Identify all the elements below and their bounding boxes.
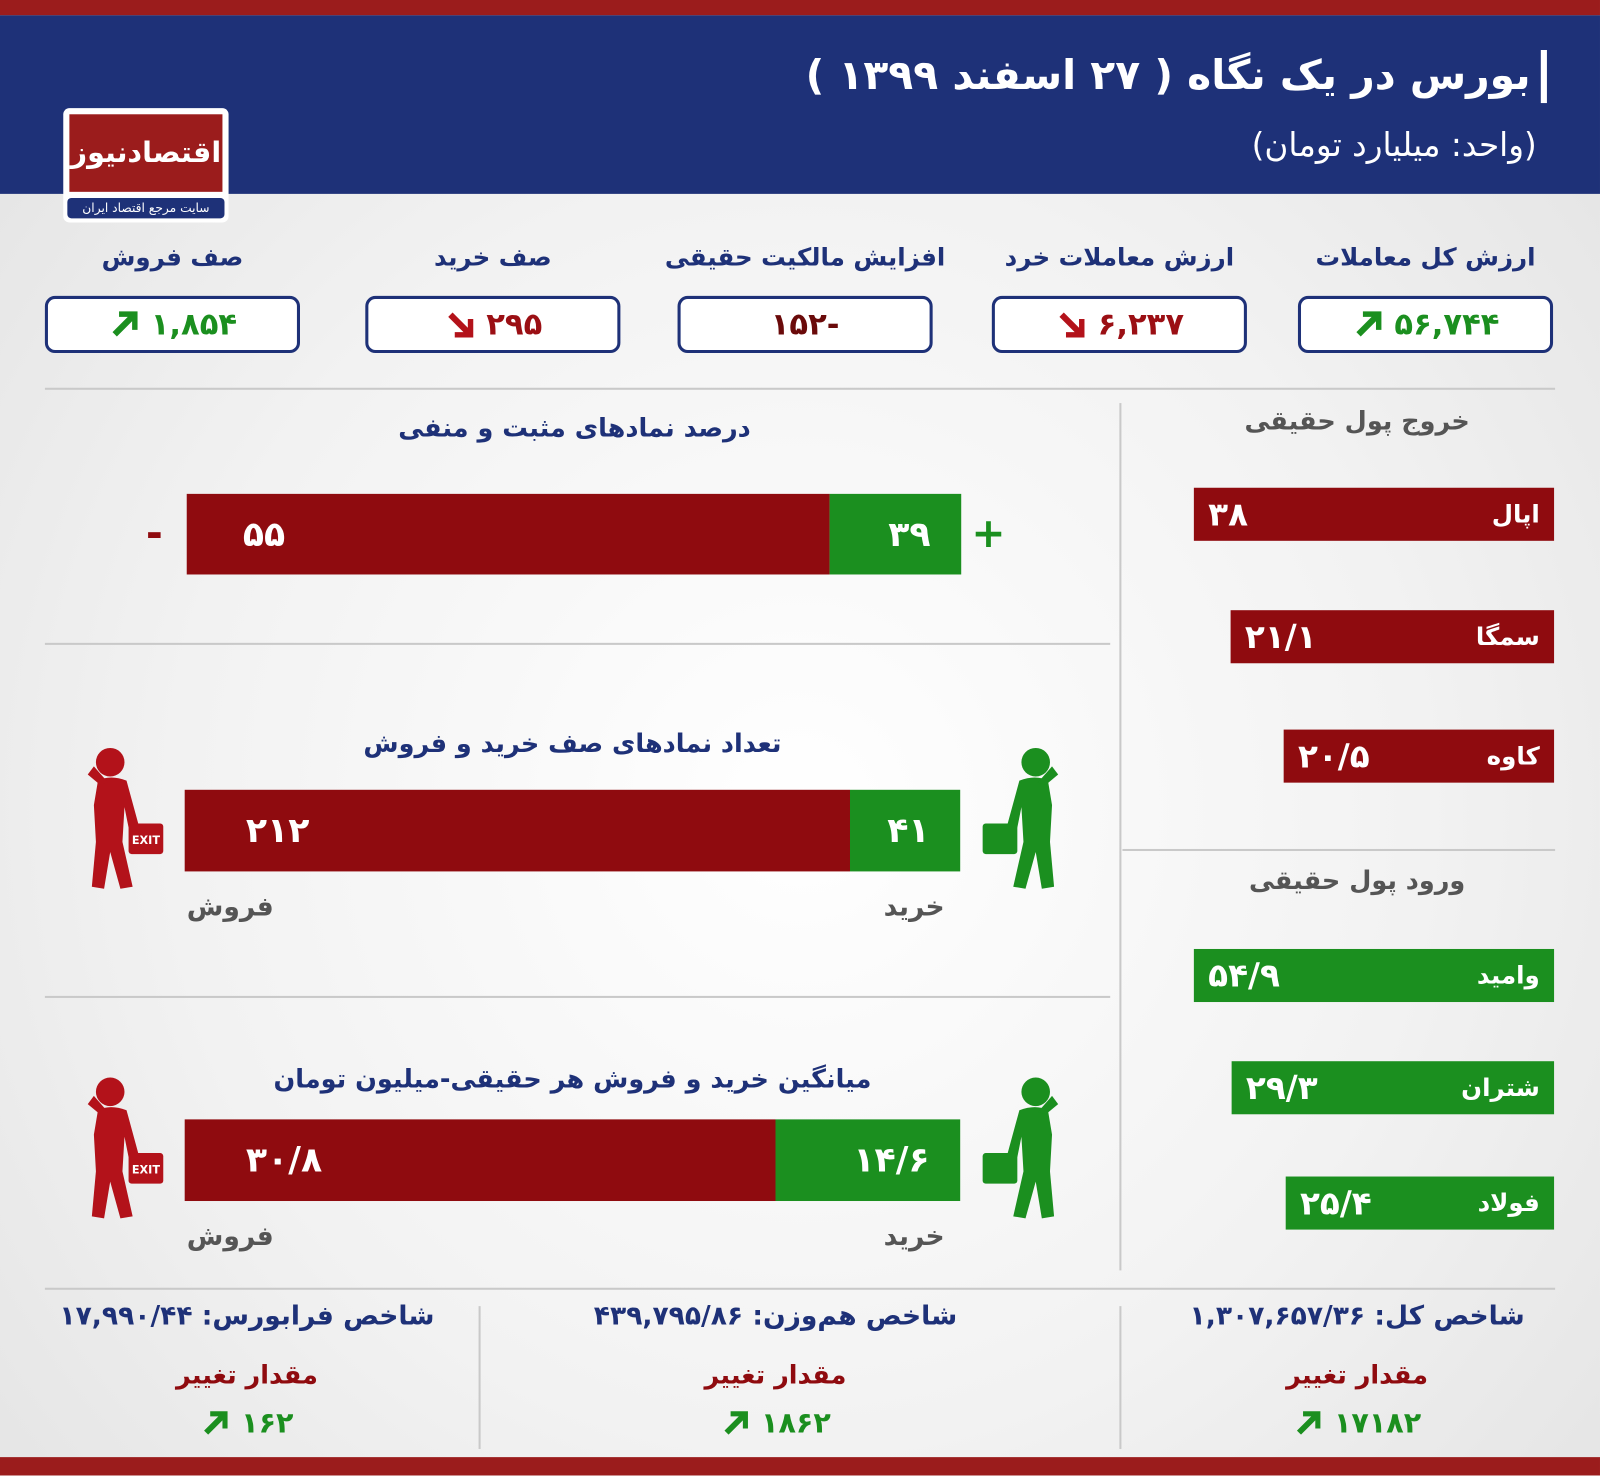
kpi-label: ارزش معاملات خرد xyxy=(1004,242,1235,272)
section-title: ورود پول حقیقی xyxy=(1248,865,1466,895)
section-title: درصد نمادهای مثبت و منفی xyxy=(398,413,751,443)
symbol: اپال xyxy=(1491,499,1540,529)
change-label: مقدار تغییر xyxy=(1286,1360,1429,1390)
change-label: مقدار تغییر xyxy=(704,1360,847,1390)
kpi-box: ۵۶,۷۴۴ xyxy=(1297,295,1554,354)
bar-negative: ۵۵ xyxy=(186,493,830,575)
amount: ۲۹/۳ xyxy=(1245,1068,1318,1108)
seller-icon: EXIT xyxy=(87,1077,164,1219)
index-label: شاخص هم‌وزن: xyxy=(752,1301,958,1332)
section-title: میانگین خرید و فروش هر حقیقی-میلیون توما… xyxy=(273,1064,872,1094)
money-bar: فولاد ۲۵/۴ xyxy=(1285,1176,1555,1230)
kpi-box: ۱,۸۵۴ xyxy=(44,295,300,354)
trend-arrow xyxy=(1355,311,1381,337)
divider xyxy=(1119,1306,1122,1449)
amount: ۲۰/۵ xyxy=(1297,736,1370,776)
kpi-value: ۲۹۵ xyxy=(486,306,543,343)
index-row: شاخص هم‌وزن: ۴۳۹,۷۹۵/۸۶ xyxy=(469,1301,1081,1332)
symbol: کاوه xyxy=(1486,741,1540,771)
change-value: ۱۷۱۸۲ xyxy=(1333,1406,1422,1440)
index-label: شاخص فرابورس: xyxy=(201,1301,435,1332)
top-band xyxy=(0,0,1600,16)
sell-label: فروش xyxy=(186,891,274,923)
kpi-value: ۱,۸۵۴ xyxy=(150,306,238,343)
seller-icon: EXIT xyxy=(87,747,164,889)
buyer-icon xyxy=(982,747,1059,889)
change-row: ۱۶۲ xyxy=(94,1406,400,1440)
title-bar xyxy=(1540,49,1547,104)
money-bar: شتران ۲۹/۳ xyxy=(1231,1061,1555,1115)
amount: ۲۵/۴ xyxy=(1299,1183,1372,1223)
kpi-value: -۱۵۲ xyxy=(770,306,840,343)
kpi-label: ارزش کل معاملات xyxy=(1315,242,1536,272)
divider xyxy=(44,642,1111,645)
title: بورس در یک نگاه ( ۲۷ اسفند ۱۳۹۹ ) xyxy=(805,52,1531,99)
money-bar: کاوه ۲۰/۵ xyxy=(1283,729,1555,783)
amount: ۲۱/۱ xyxy=(1244,617,1317,657)
bar-buy: ۱۴/۶ xyxy=(775,1119,961,1202)
positive-sign: + xyxy=(971,510,1006,558)
trend-arrow xyxy=(1059,312,1085,338)
change-row: ۱۷۱۸۲ xyxy=(1204,1406,1510,1440)
change-row: ۱۸۶۲ xyxy=(622,1406,928,1440)
kpi-value: ۵۶,۷۴۴ xyxy=(1394,306,1500,343)
logo-name: اقتصادنیوز xyxy=(69,114,223,192)
kpi-box: -۱۵۲ xyxy=(677,295,933,354)
symbol: سمگا xyxy=(1475,622,1540,652)
bar-sell: ۳۰/۸ xyxy=(184,1119,776,1202)
kpi-box: ۶,۲۳۷ xyxy=(991,295,1247,354)
trend-arrow xyxy=(1297,1410,1321,1435)
change-value: ۱۸۶۲ xyxy=(761,1406,831,1440)
unit: (واحد: میلیارد تومان) xyxy=(1251,125,1537,165)
header: بورس در یک نگاه ( ۲۷ اسفند ۱۳۹۹ ) (واحد:… xyxy=(0,15,1600,194)
index-value: ۴۳۹,۷۹۵/۸۶ xyxy=(593,1301,744,1332)
trend-arrow xyxy=(112,311,138,337)
amount: ۳۸ xyxy=(1208,494,1249,534)
divider xyxy=(1119,403,1122,1271)
trend-arrow xyxy=(204,1410,228,1435)
kpi-label: صف فروش xyxy=(101,242,244,272)
symbol: شتران xyxy=(1461,1073,1540,1103)
section-title: خروج پول حقیقی xyxy=(1244,406,1470,436)
trend-arrow xyxy=(447,312,473,338)
index-value: ۱,۳۰۷,۶۵۷/۳۶ xyxy=(1189,1301,1366,1332)
bottom-band xyxy=(0,1457,1600,1476)
divider xyxy=(1122,848,1556,852)
buyer-icon xyxy=(982,1077,1059,1219)
money-bar: اپال ۳۸ xyxy=(1193,487,1555,541)
index-label: شاخص کل: xyxy=(1374,1301,1525,1332)
sell-label: فروش xyxy=(186,1221,274,1253)
kpi-value: ۶,۲۳۷ xyxy=(1097,306,1184,343)
index-row: شاخص فرابورس: ۱۷,۹۹۰/۴۴ xyxy=(0,1301,553,1332)
buy-label: خرید xyxy=(883,891,945,923)
exit-sign: EXIT xyxy=(132,1163,160,1176)
symbol: وامید xyxy=(1476,961,1540,990)
divider xyxy=(44,995,1111,998)
bar-buy: ۴۱ xyxy=(849,789,961,872)
kpi-box: ۲۹۵ xyxy=(365,295,621,354)
trend-arrow xyxy=(724,1410,748,1435)
change-value: ۱۶۲ xyxy=(241,1406,294,1440)
kpi-label: صف خرید xyxy=(434,242,552,272)
logo-tagline: سایت مرجع اقتصاد ایران xyxy=(67,197,225,219)
negative-sign: - xyxy=(145,510,163,558)
index-row: شاخص کل: ۱,۳۰۷,۶۵۷/۳۶ xyxy=(1051,1301,1600,1332)
divider xyxy=(44,1287,1556,1290)
buy-label: خرید xyxy=(883,1221,945,1253)
logo: اقتصادنیوز سایت مرجع اقتصاد ایران xyxy=(63,108,229,223)
amount: ۵۴/۹ xyxy=(1208,956,1280,995)
divider xyxy=(478,1306,481,1449)
change-label: مقدار تغییر xyxy=(175,1360,318,1390)
exit-sign: EXIT xyxy=(132,834,160,847)
money-bar: سمگا ۲۱/۱ xyxy=(1230,610,1555,664)
bar-sell: ۲۱۲ xyxy=(184,789,850,872)
symbol: فولاد xyxy=(1477,1188,1540,1218)
kpi-label: افزایش مالکیت حقیقی xyxy=(664,242,946,272)
index-value: ۱۷,۹۹۰/۴۴ xyxy=(59,1301,193,1332)
divider xyxy=(44,387,1556,390)
bar-positive: ۳۹ xyxy=(829,493,962,575)
money-bar: وامید ۵۴/۹ xyxy=(1193,948,1555,1003)
section-title: تعداد نمادهای صف خرید و فروش xyxy=(363,728,782,759)
